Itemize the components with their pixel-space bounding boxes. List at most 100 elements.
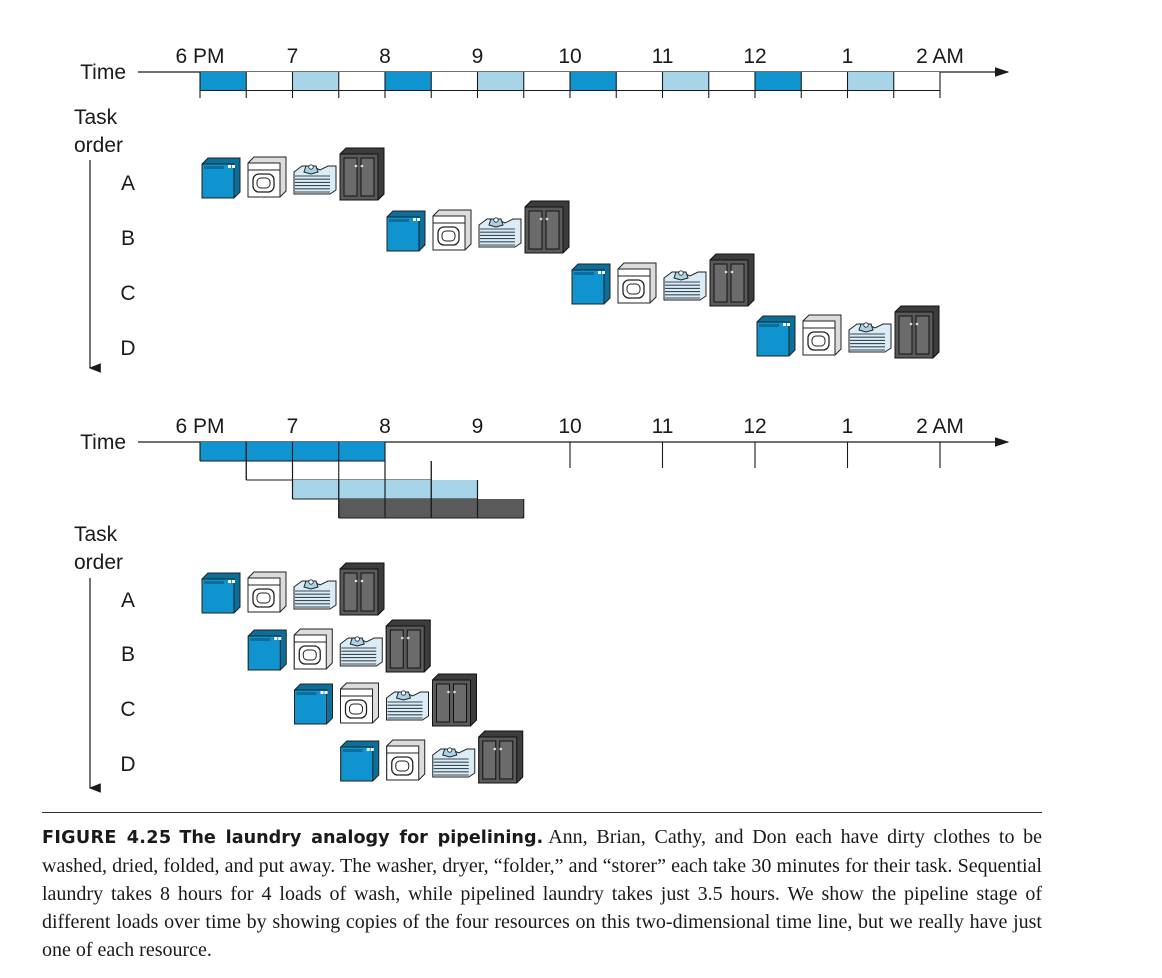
closet-knob [400,636,404,640]
clothes-collar [858,323,874,333]
dryer-window [441,230,456,242]
washer-knob [324,691,328,694]
time-axis-label: Time [80,431,126,454]
washer-front [201,163,235,199]
closet-knob [730,270,734,274]
band-segment [893,72,940,91]
closet-knob [909,322,913,326]
washer-panel [204,581,224,584]
washer-front [294,689,327,725]
hour-label: 6 PM [175,45,224,68]
clothes-collar [395,691,412,701]
closet-knob [360,579,364,583]
closet-knob [447,690,450,694]
figure-caption: FIGURE 4.25 The laundry analogy for pipel… [42,812,1042,964]
dryer-icon [802,314,842,356]
washer-knob [278,637,282,640]
clothes-collar [442,748,458,758]
task-label-d: D [120,337,135,360]
hour-ticks [569,442,941,468]
task-order-label: Task [74,523,118,546]
clothes-button [493,217,499,223]
washer-knob [232,165,235,168]
stage-timeline-band [199,72,941,98]
closet-door-left [482,740,497,780]
clothes-collar [488,218,504,228]
closet-door-left [898,315,913,355]
hour-label: 9 [472,415,484,438]
washer-icon [201,572,241,614]
hour-label: 12 [743,415,766,438]
closet-door-right [545,210,560,250]
closet-icon [894,305,940,359]
washer-knob [228,580,231,583]
band-segment [801,72,848,91]
task-row [247,619,431,673]
task-row [294,673,477,727]
clothes-collar [349,637,365,647]
folded-clothes-icon [339,636,383,667]
washer-panel [204,166,224,169]
task-rows [201,147,940,359]
band-segment [431,72,478,91]
washer-knob [228,165,231,168]
closet-icon [478,730,524,784]
hour-label: 2 AM [916,45,964,68]
washer-knob [274,637,278,640]
figure-title: The laundry analogy for pipelining. [179,828,544,848]
closet-knob [539,217,543,221]
washer-icon [340,740,380,782]
closet-door-left [436,683,450,723]
clothes-button [354,636,360,642]
dryer-window [626,283,641,295]
task-label-a: A [121,589,135,612]
hour-label: 6 PM [175,415,224,438]
closet-icon [339,562,385,616]
band-segment [338,72,385,91]
clothes-collar [303,165,319,175]
washer-front [571,269,605,305]
closet-icon [709,253,755,307]
closet-knob [545,217,549,221]
closet-door-right [730,263,745,303]
band-segment [200,72,247,91]
hour-label: 12 [743,45,766,68]
washer-front [756,321,790,357]
hour-label: 1 [842,45,854,68]
folded-clothes-icon [386,690,429,721]
closet-knob [915,322,919,326]
closet-knob [360,164,364,168]
closet-knob [453,690,456,694]
washer-panel [389,219,409,222]
folded-clothes-icon [293,579,337,610]
washer-front [340,746,374,782]
folded-clothes-icon [663,270,707,301]
clothes-collar [673,271,689,281]
task-rows [201,562,524,784]
clothes-button [447,747,453,753]
hour-labels: 6 PM 7 8 9 10 11 12 1 2 AM [175,45,963,68]
hour-label: 9 [472,45,484,68]
closet-door-left [343,157,358,197]
band-segment [616,72,663,91]
task-label-c: C [120,698,135,721]
band-segment [523,72,570,91]
task-label-c: C [120,282,135,305]
task-order-label: order [74,134,123,157]
closet-door-left [528,210,543,250]
clothes-button [308,579,314,585]
task-label-b: B [121,227,135,250]
closet-knob [499,747,503,751]
washer-icon [247,629,287,671]
washer-knob [232,580,235,583]
washer-panel [342,749,363,752]
closet-knob [406,636,410,640]
task-label-d: D [120,753,135,776]
hour-label: 11 [652,415,674,438]
dryer-window [811,335,826,347]
closet-door-right [499,740,514,780]
washer-knob [320,691,324,694]
dryer-window [256,177,271,189]
closet-icon [432,673,477,727]
